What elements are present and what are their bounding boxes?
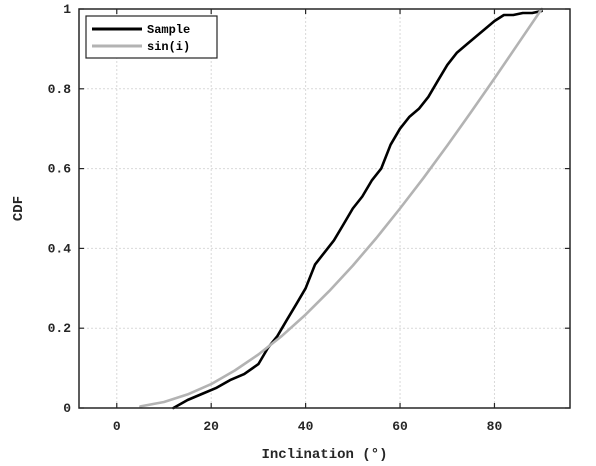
x-tick-label: 40 — [298, 419, 314, 434]
legend-label-sample: Sample — [147, 23, 190, 37]
series-lines — [139, 7, 544, 410]
x-tick-label: 0 — [113, 419, 121, 434]
y-tick-label: 0.8 — [48, 82, 72, 97]
y-tick-label: 0.6 — [48, 162, 72, 177]
y-axis-label: CDF — [11, 196, 27, 221]
legend-box — [85, 15, 218, 59]
grid — [79, 8, 570, 409]
series-line-sample — [172, 9, 544, 410]
y-tick-label: 0 — [63, 401, 71, 416]
y-tick-label: 1 — [63, 2, 71, 17]
x-tick-label: 60 — [392, 419, 408, 434]
y-tick-label: 0.4 — [48, 241, 72, 256]
x-axis-label: Inclination (°) — [261, 447, 387, 463]
y-tick-label: 0.2 — [48, 321, 72, 336]
legend: Sample sin(i) — [85, 15, 218, 59]
x-tick-label: 80 — [487, 419, 503, 434]
plot-area-frame — [78, 8, 571, 409]
x-tick-label: 20 — [203, 419, 219, 434]
series-line-sin-i — [139, 7, 544, 408]
axis-ticks: 0 20 40 60 80 0 0.2 0.4 0.6 0.8 1 — [48, 2, 570, 434]
legend-label-sin-i: sin(i) — [147, 40, 190, 54]
